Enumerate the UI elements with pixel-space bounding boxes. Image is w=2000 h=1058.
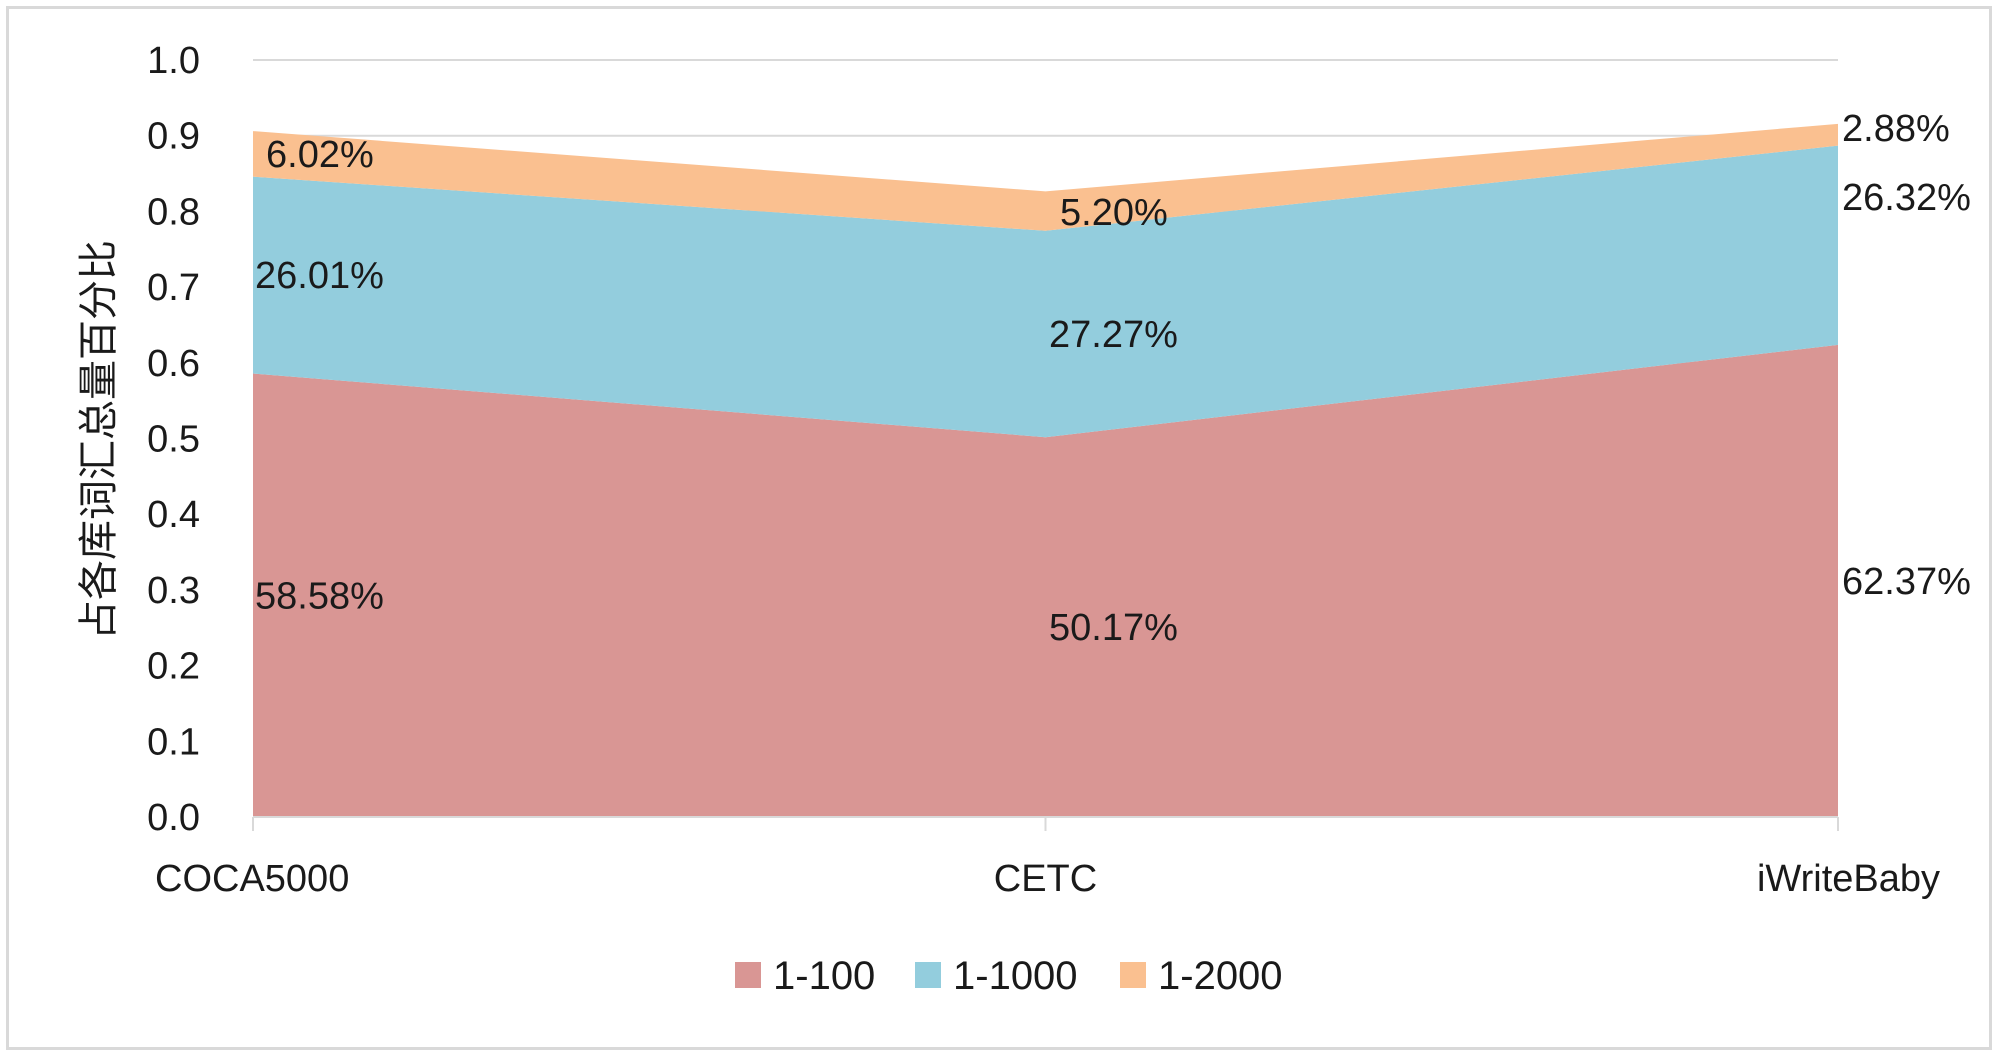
y-axis-ticks: 0.0 0.1 0.2 0.3 0.4 0.5 0.6 0.7 0.8 0.9 1.0 [147, 40, 200, 839]
x-category-label: COCA5000 [155, 858, 349, 900]
legend: 1-100 1-1000 1-2000 [735, 954, 1283, 998]
y-tick-label: 0.2 [147, 646, 200, 688]
y-tick-label: 0.8 [147, 191, 200, 233]
area-1-100 [253, 344, 1838, 817]
data-label-1-2000: 2.88% [1842, 108, 1950, 150]
data-label-1-1000: 26.32% [1842, 177, 1971, 219]
data-label-1-100: 58.58% [255, 575, 384, 617]
area-1-1000 [253, 145, 1838, 438]
data-label-1-2000: 5.20% [1060, 192, 1168, 234]
y-tick-label: 0.1 [147, 721, 200, 763]
y-tick-label: 0.3 [147, 570, 200, 612]
data-label-1-100: 50.17% [1049, 607, 1178, 649]
data-label-1-100: 62.37% [1842, 561, 1971, 603]
legend-swatch-1-1000 [915, 962, 941, 988]
x-category-label: iWriteBaby [1757, 858, 1940, 900]
legend-label-1-2000: 1-2000 [1158, 954, 1283, 998]
area-1-2000 [253, 123, 1838, 231]
data-labels: 58.58% 50.17% 62.37% 26.01% 27.27% 26.32% 6.02… [255, 108, 1971, 649]
y-tick-label: 0.0 [147, 797, 200, 839]
x-axis-categories: COCA5000 CETC iWriteBaby [155, 817, 1940, 900]
data-label-1-2000: 6.02% [266, 134, 374, 176]
data-label-1-1000: 26.01% [255, 255, 384, 297]
y-tick-label: 0.6 [147, 343, 200, 385]
y-axis-title: 占各库词汇总量百分比 [76, 240, 122, 640]
legend-label-1-1000: 1-1000 [953, 954, 1078, 998]
x-category-label: CETC [994, 858, 1097, 900]
legend-label-1-100: 1-100 [773, 954, 875, 998]
data-label-1-1000: 27.27% [1049, 314, 1178, 356]
area-series [253, 123, 1838, 817]
y-tick-label: 0.4 [147, 494, 200, 536]
legend-swatch-1-100 [735, 962, 761, 988]
legend-swatch-1-2000 [1120, 962, 1146, 988]
y-tick-label: 0.9 [147, 116, 200, 158]
y-tick-label: 0.7 [147, 267, 200, 309]
y-tick-label: 1.0 [147, 40, 200, 82]
y-tick-label: 0.5 [147, 419, 200, 461]
